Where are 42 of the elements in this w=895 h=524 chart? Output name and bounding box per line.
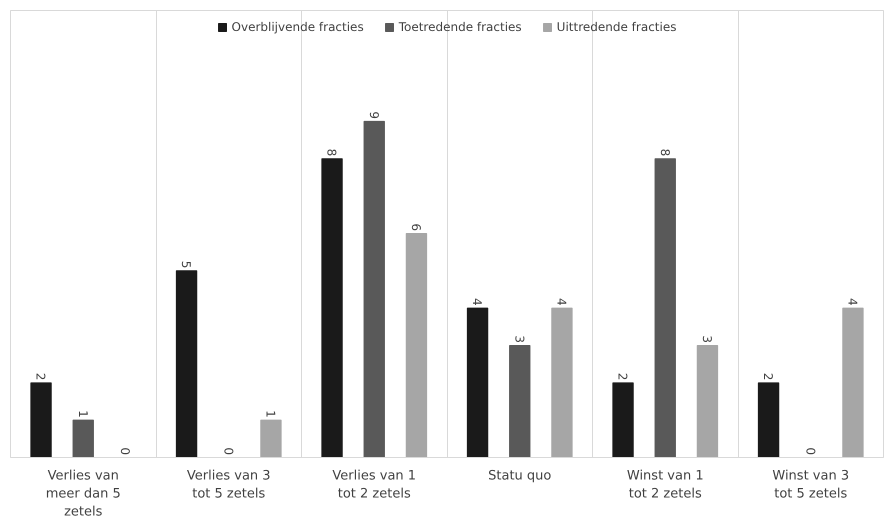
bar [654, 158, 676, 458]
bar [30, 382, 52, 458]
data-label: 1 [76, 410, 90, 418]
x-tick-label: Verlies van 1 tot 2 zetels [332, 468, 416, 502]
data-label: 6 [408, 223, 423, 231]
bar [696, 344, 718, 458]
bar [406, 232, 428, 458]
data-label: 4 [845, 298, 860, 306]
data-label: 0 [221, 447, 236, 456]
x-tick-label: Verlies van 3 tot 5 zetels [186, 468, 271, 502]
bar [176, 270, 198, 458]
data-label: 4 [470, 298, 484, 306]
bar [509, 344, 530, 458]
x-tick-label: Statu quo [488, 468, 552, 484]
bar [758, 382, 780, 458]
data-label: 2 [761, 372, 776, 380]
data-label: 4 [554, 298, 568, 306]
bar [364, 120, 385, 458]
x-tick-label: Winst van 1 tot 2 zetels [626, 468, 704, 502]
data-label: 2 [616, 372, 630, 380]
bar [72, 420, 94, 458]
legend-label: Uittredende fracties [556, 20, 676, 34]
legend-label: Overblijvende fracties [232, 20, 364, 34]
data-label: 8 [658, 148, 672, 156]
data-label: 9 [366, 111, 381, 119]
x-tick-label: Verlies van meer dan 5 zetels [46, 468, 121, 520]
data-label: 3 [512, 335, 526, 344]
data-label: 0 [118, 447, 132, 456]
bar [551, 308, 573, 458]
data-label: 2 [34, 372, 48, 380]
data-label: 3 [700, 335, 714, 344]
bar [260, 420, 282, 458]
bar [466, 308, 488, 458]
data-label: 1 [263, 410, 278, 418]
data-label: 8 [324, 148, 339, 156]
bar [321, 158, 343, 458]
legend-label: Toetredende fracties [398, 20, 522, 34]
bar [612, 382, 634, 458]
data-label: 0 [803, 447, 818, 456]
x-tick-label: Winst van 3 tot 5 zetels [772, 468, 850, 502]
bar [842, 308, 864, 458]
data-label: 5 [179, 260, 194, 268]
